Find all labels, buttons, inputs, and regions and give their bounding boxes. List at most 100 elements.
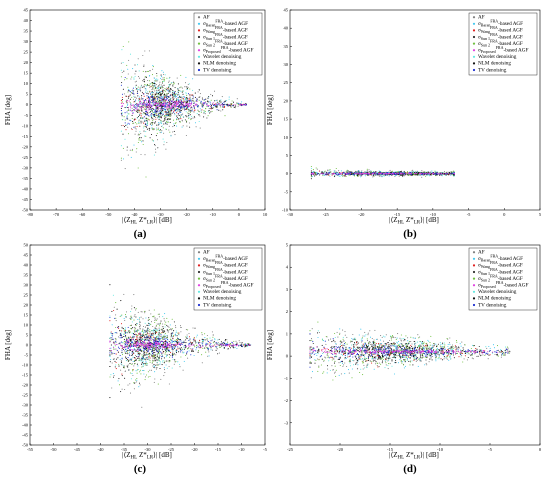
scatter-point-nlm (166, 94, 168, 96)
scatter-point-nlm (177, 338, 179, 340)
scatter-point-nlm (128, 332, 130, 334)
scatter-point-tv (216, 109, 218, 111)
scatter-point-tv (129, 119, 131, 121)
scatter-point-nlm (131, 114, 133, 116)
scatter-point-af (173, 363, 175, 365)
scatter-point-tv (352, 174, 355, 176)
scatter-point-baran (149, 75, 151, 77)
scatter-point-tv (155, 110, 157, 112)
scatter-point-nlm (127, 349, 129, 351)
scatter-point-sun1 (148, 317, 150, 319)
scatter-point-wavelet (136, 88, 138, 91)
scatter-point-sun1 (186, 116, 188, 118)
scatter-point-nlm (138, 339, 140, 341)
scatter-point-nlm (163, 351, 165, 353)
scatter-point-proposed (153, 100, 155, 102)
scatter-point-wang (139, 109, 141, 111)
scatter-point-nlm (367, 171, 369, 173)
scatter-point-sun2 (152, 354, 155, 356)
scatter-point-sun1 (131, 92, 133, 94)
x-axis-label-b: |⟨ZHL Z*LR⟩| [dB] (389, 216, 439, 226)
scatter-point-tv (120, 110, 122, 112)
scatter-point-nlm (154, 97, 156, 99)
scatter-point-af (202, 99, 204, 101)
scatter-point-wavelet (163, 141, 165, 143)
scatter-point-wavelet (110, 374, 112, 376)
y-tick-label: 0 (286, 171, 289, 176)
scatter-point-nlm (121, 327, 123, 329)
scatter-point-sun1 (155, 135, 157, 137)
scatter-point-proposed (323, 173, 325, 175)
scatter-point-nlm (172, 89, 174, 92)
scatter-point-tv (191, 106, 193, 108)
scatter-point-nlm (151, 90, 153, 92)
y-tick-label: 30 (284, 62, 289, 67)
scatter-point-af (138, 323, 141, 325)
scatter-point-proposed (171, 105, 173, 107)
scatter-point-nlm (139, 106, 141, 108)
scatter-point-sun2 (155, 80, 157, 82)
scatter-point-tv (225, 104, 227, 106)
scatter-point-nlm (201, 105, 203, 107)
scatter-point-nlm (155, 104, 157, 106)
scatter-point-nlm (403, 170, 405, 172)
scatter-point-nlm (145, 354, 147, 356)
scatter-point-wavelet (141, 356, 143, 358)
scatter-point-wavelet (175, 110, 178, 112)
scatter-point-sun1 (141, 91, 143, 93)
scatter-point-wavelet (158, 117, 160, 119)
scatter-point-nlm (154, 351, 156, 354)
scatter-point-sun2 (366, 168, 368, 170)
scatter-point-af (443, 170, 446, 173)
scatter-point-proposed (171, 101, 174, 103)
scatter-point-sun1 (143, 350, 145, 353)
scatter-point-sun2 (130, 318, 132, 321)
scatter-point-sun2 (335, 167, 337, 170)
scatter-point-wang (115, 353, 117, 355)
scatter-point-af (152, 365, 154, 367)
scatter-point-sun1 (166, 324, 168, 326)
scatter-point-proposed (438, 173, 440, 175)
scatter-point-nlm (109, 365, 111, 368)
scatter-point-af (394, 175, 396, 178)
scatter-point-sun1 (205, 345, 207, 347)
scatter-point-proposed (133, 110, 135, 112)
scatter-point-nlm (144, 330, 146, 332)
scatter-point-sun2 (148, 80, 150, 82)
scatter-point-sun2 (167, 347, 169, 349)
scatter-point-tv (165, 95, 167, 97)
scatter-point-sun2 (118, 363, 120, 365)
scatter-point-baran (154, 77, 156, 79)
scatter-point-sun1 (222, 106, 224, 108)
scatter-point-sun2 (126, 337, 128, 339)
scatter-point-af (152, 68, 154, 70)
scatter-point-nlm (142, 117, 144, 119)
scatter-point-nlm (147, 101, 150, 103)
y-tick-label: -20 (22, 144, 29, 149)
scatter-point-sun1 (178, 118, 180, 120)
scatter-point-proposed (241, 104, 243, 106)
scatter-point-sun1 (167, 92, 170, 94)
scatter-point-af (120, 62, 122, 64)
scatter-point-wang (341, 171, 343, 174)
scatter-point-tv (209, 102, 211, 104)
scatter-point-baran (138, 122, 140, 124)
scatter-point-proposed (121, 105, 123, 107)
legend-label: TV denoising (478, 67, 507, 73)
scatter-point-sun2 (164, 351, 167, 353)
scatter-point-sun2 (139, 371, 141, 373)
scatter-point-tv (162, 107, 164, 109)
scatter-point-sun2 (231, 103, 233, 105)
scatter-point-sun2 (156, 353, 158, 355)
scatter-point-wavelet (158, 328, 160, 330)
scatter-point-sun1 (170, 89, 172, 91)
scatter-point-sun1 (118, 326, 120, 328)
y-tick-label: -5 (284, 189, 288, 194)
scatter-point-baran (119, 358, 121, 360)
scatter-point-nlm (140, 335, 142, 337)
scatter-point-nlm (131, 351, 133, 353)
scatter-point-proposed (202, 102, 204, 104)
scatter-point-wavelet (176, 92, 178, 95)
scatter-point-wavelet (110, 332, 112, 334)
scatter-point-sun1 (152, 107, 154, 110)
